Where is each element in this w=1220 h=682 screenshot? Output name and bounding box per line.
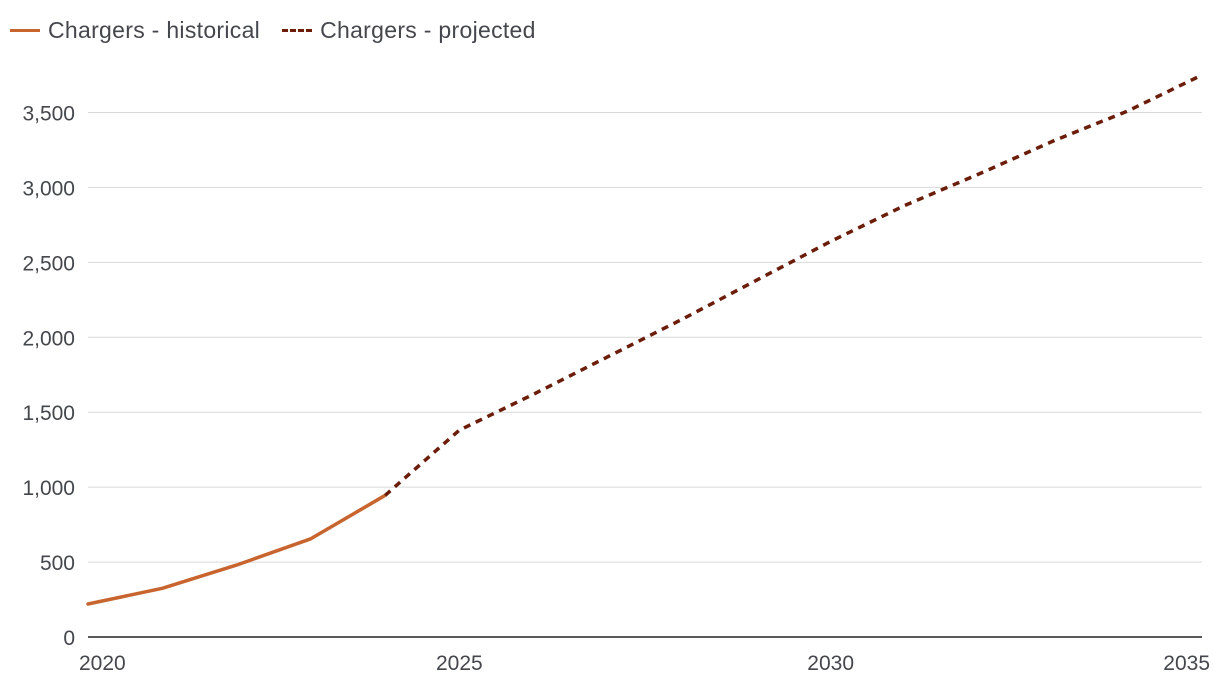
x-tick-label-2025: 2025 [436, 652, 483, 675]
y-tick-label-3000: 3,000 [22, 177, 75, 200]
y-tick-label-500: 500 [40, 552, 75, 575]
series-line-historical [86, 493, 387, 606]
series-line-projected [383, 73, 1203, 497]
legend: Chargers - historical Chargers - project… [10, 14, 536, 46]
legend-item-projected: Chargers - projected [282, 17, 536, 44]
y-tick-label-2000: 2,000 [22, 327, 75, 350]
x-tick-label-2035: 2035 [1163, 652, 1210, 675]
y-tick-label-0: 0 [63, 627, 75, 650]
axes: 0 500 1,000 1,500 2,000 2,500 3,000 3,500 2020 20… [22, 102, 1210, 675]
y-tick-label-2500: 2,500 [22, 252, 75, 275]
series-lines [86, 73, 1203, 606]
y-tick-label-1500: 1,500 [22, 402, 75, 425]
legend-label-projected: Chargers - projected [320, 16, 536, 43]
y-tick-label-3500: 3,500 [22, 102, 75, 125]
legend-swatch-projected [282, 28, 313, 32]
y-tick-label-1000: 1,000 [22, 477, 75, 500]
legend-label-historical: Chargers - historical [48, 16, 261, 43]
legend-item-historical: Chargers - historical [10, 17, 260, 44]
legend-swatch-historical [10, 28, 40, 32]
gridlines [88, 111, 1202, 563]
x-tick-label-2030: 2030 [807, 652, 854, 675]
x-tick-label-2020: 2020 [79, 652, 126, 675]
